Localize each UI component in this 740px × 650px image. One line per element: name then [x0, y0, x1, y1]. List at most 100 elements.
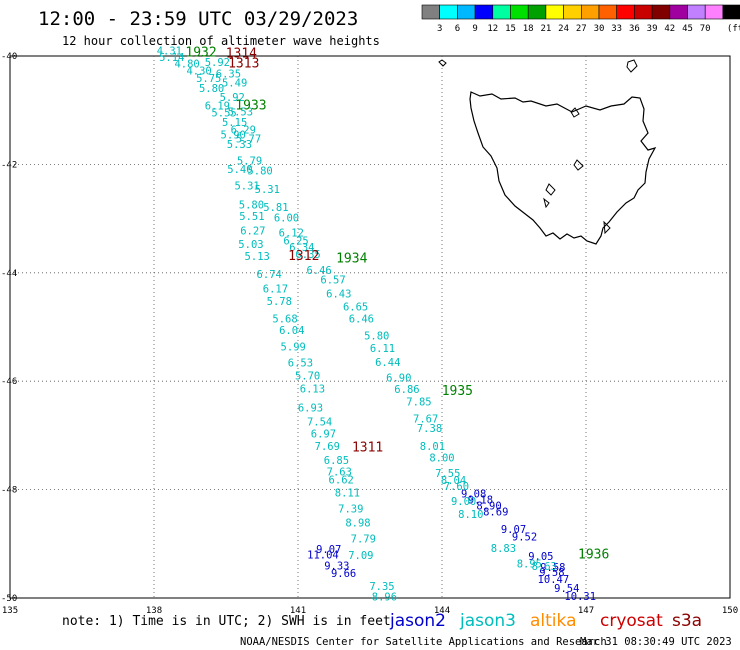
wave-height-value: 4.80 [174, 58, 199, 70]
wave-height-value: 5.55 [211, 108, 236, 120]
wave-height-value: 6.43 [326, 289, 351, 301]
wave-height-value: 9.00 [451, 496, 476, 508]
x-tick-label: 147 [578, 606, 594, 616]
wave-height-points: 9.089.188.908.699.079.529.059.589.5810.4… [157, 45, 596, 603]
track-label: 1935 [442, 384, 473, 399]
grid-lines [10, 56, 730, 598]
wave-height-value: 5.33 [227, 139, 252, 151]
wave-height-value: 5.14 [159, 52, 184, 64]
colorbar-swatch [687, 4, 706, 20]
chart-title: 12:00 - 23:59 UTC 03/29/2023 [38, 8, 358, 30]
colorbar-level-label: 36 [629, 24, 640, 34]
wave-height-value: 6.25 [283, 236, 308, 248]
wave-height-value: 8.00 [429, 452, 454, 464]
wave-height-value: 5.80 [364, 330, 389, 342]
wave-height-value: 8.63 [532, 561, 557, 573]
wave-height-value: 8.10 [458, 509, 483, 521]
colorbar-swatch [421, 4, 441, 20]
wave-height-value: 8.04 [441, 475, 466, 487]
wave-height-value: 6.29 [231, 125, 256, 137]
colorbar-level-label: 12 [487, 24, 498, 34]
wave-height-value: 9.07 [501, 524, 526, 536]
wave-height-value: 5.80 [199, 83, 224, 95]
colorbar-swatch [527, 4, 547, 20]
wave-height-value: 8.95 [517, 559, 542, 571]
chart-subtitle: 12 hour collection of altimeter wave hei… [62, 34, 380, 48]
wave-height-value: 6.17 [263, 283, 288, 295]
wave-height-value: 7.69 [315, 441, 340, 453]
wave-height-value: 6.57 [320, 275, 345, 287]
wave-height-value: 8.90 [476, 501, 501, 513]
colorbar-level-label: 21 [540, 24, 551, 34]
y-tick-label: -46 [1, 377, 17, 387]
wave-height-value: 10.31 [564, 591, 596, 603]
colorbar-level-label: 3 [437, 24, 442, 34]
colorbar-swatch [722, 4, 740, 20]
track-label: 1312 [288, 249, 319, 264]
wave-height-value: 8.83 [491, 543, 516, 555]
y-tick-label: -50 [1, 594, 17, 604]
wave-height-value: 6.74 [257, 269, 282, 281]
wave-height-value: 5.79 [237, 155, 262, 167]
x-tick-label: 135 [2, 606, 18, 616]
wave-height-value: 5.53 [228, 107, 253, 119]
wave-height-value: 4.31 [157, 45, 182, 57]
colorbar-swatch [669, 4, 688, 20]
wave-height-value: 5.77 [236, 134, 261, 146]
footer-credit: NOAA/NESDIS Center for Satellite Applica… [240, 636, 607, 648]
wave-height-value: 6.34 [289, 242, 314, 254]
wave-height-value: 7.79 [351, 534, 376, 546]
colorbar-swatch [563, 4, 582, 20]
track-label: 1934 [336, 252, 367, 267]
colorbar-swatch [545, 4, 564, 20]
colorbar-swatch [439, 4, 458, 20]
colorbar-swatch [704, 4, 724, 20]
wave-height-value: 6.46 [306, 265, 331, 277]
wave-height-value: 6.27 [240, 225, 265, 237]
colorbar-level-label: 9 [472, 24, 477, 34]
x-tick-label: 144 [434, 606, 450, 616]
plot-border [9, 55, 731, 599]
wave-height-value: 4.30 [186, 65, 211, 77]
y-tick-label: -48 [1, 486, 17, 496]
wave-height-value: 6.97 [311, 429, 336, 441]
wave-height-value: 8.69 [483, 507, 508, 519]
wave-height-value: 5.78 [267, 296, 292, 308]
colorbar-level-label: 6 [455, 24, 460, 34]
colorbar-level-label: 24 [558, 24, 569, 34]
colorbar-swatch [580, 4, 600, 20]
wave-height-value: 9.07 [316, 544, 341, 556]
colorbar-level-label: 18 [523, 24, 534, 34]
track-label: 1936 [578, 547, 609, 562]
y-tick-label: -40 [1, 52, 17, 62]
track-label: 1311 [352, 441, 383, 456]
wave-height-value: 11.04 [307, 549, 339, 561]
wave-height-value: 5.92 [220, 92, 245, 104]
wave-height-value: 9.52 [512, 532, 537, 544]
track-label: 1314 [226, 47, 257, 62]
wave-height-value: 5.51 [239, 211, 264, 223]
legend-item-s3a: s3a [672, 611, 702, 631]
wave-height-value: 5.15 [222, 117, 247, 129]
wave-height-value: 6.04 [279, 325, 304, 337]
legend-item-cryosat: cryosat [600, 611, 663, 631]
wave-height-value: 6.93 [298, 403, 323, 415]
colorbar-swatch [457, 4, 476, 20]
wave-height-value: 7.67 [413, 413, 438, 425]
track-label: 1313 [228, 56, 259, 71]
wave-height-value: 9.05 [528, 551, 553, 563]
wave-height-value: 5.68 [272, 314, 297, 326]
wave-height-value: 9.18 [468, 495, 493, 507]
wave-height-value: 6.53 [288, 358, 313, 370]
legend-item-altika: altika [530, 611, 577, 631]
colorbar-swatch [598, 4, 618, 20]
colorbar-level-label: 39 [647, 24, 658, 34]
wave-height-value: 5.03 [238, 239, 263, 251]
wave-height-value: 6.13 [300, 384, 325, 396]
wave-height-value: 7.38 [417, 423, 442, 435]
legend-item-jason2: jason2 [389, 611, 446, 631]
wave-height-value: 5.80 [239, 199, 264, 211]
tasmania-coastline [438, 59, 657, 245]
